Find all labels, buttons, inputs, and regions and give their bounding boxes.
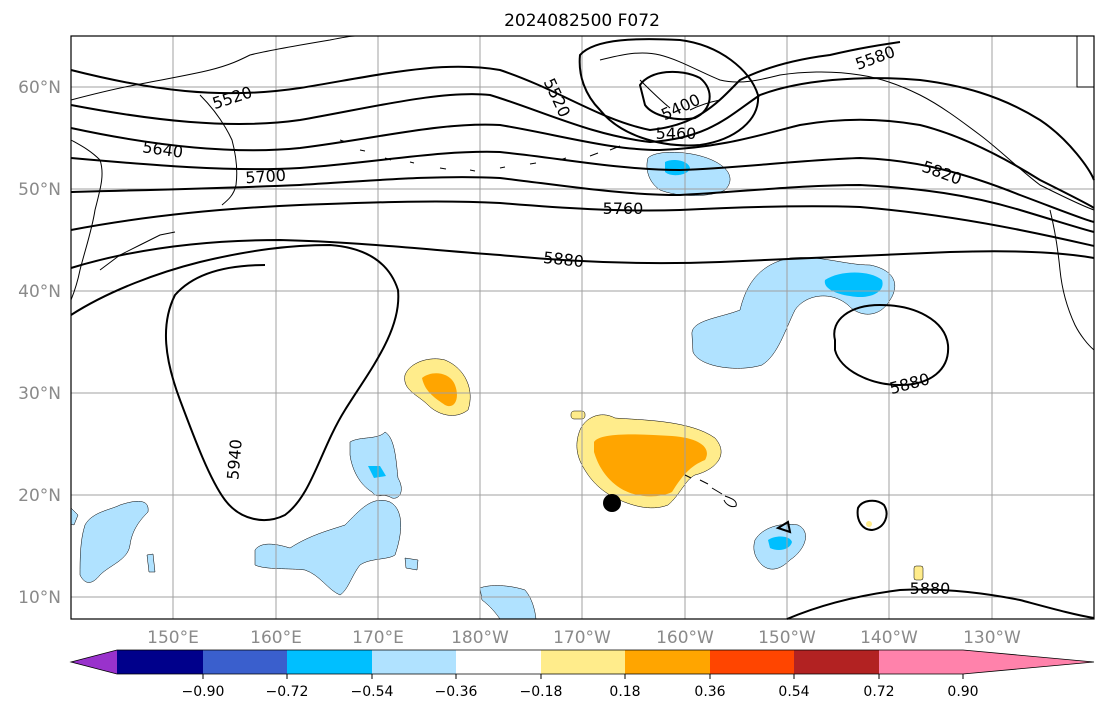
lon-label: 160°E <box>250 628 302 648</box>
colorbar-tick-label: 0.36 <box>694 684 725 700</box>
lat-label: 40°N <box>18 282 61 302</box>
lon-label: 160°W <box>656 628 714 648</box>
lon-label: 150°E <box>147 628 199 648</box>
height-contours <box>70 38 1095 620</box>
lon-label: 130°W <box>963 628 1021 648</box>
map-title: 2024082500 F072 <box>504 11 660 31</box>
colorbar-segment <box>625 650 710 674</box>
colorbar-segment <box>541 650 625 674</box>
lat-label: 10°N <box>18 588 61 608</box>
colorbar-high-extend <box>963 650 1094 674</box>
contour-label: 5940 <box>223 438 245 480</box>
lon-label: 150°W <box>758 628 816 648</box>
lat-label: 30°N <box>18 384 61 404</box>
lat-label: 20°N <box>18 486 61 506</box>
colorbar-segment <box>456 650 541 674</box>
lat-label: 60°N <box>18 78 61 98</box>
colorbar-segment <box>794 650 879 674</box>
lon-label: 180°W <box>451 628 509 648</box>
contour-label: 5700 <box>245 166 287 188</box>
colorbar-segment <box>117 650 203 674</box>
longitude-labels: 150°E 160°E 170°E 180°W 170°W 160°W 150°… <box>147 628 1021 648</box>
colorbar-tick-label: 0.72 <box>863 684 894 700</box>
contour-label: 5760 <box>603 199 644 218</box>
colorbar-low-extend <box>71 650 117 674</box>
colorbar: −0.90 −0.72 −0.54 −0.36 −0.18 0.18 0.36 … <box>69 649 1095 700</box>
anomaly-shading <box>70 151 924 620</box>
colorbar-tick-label: 0.18 <box>609 684 640 700</box>
lon-label: 140°W <box>860 628 918 648</box>
lon-label: 170°W <box>553 628 611 648</box>
colorbar-tick-label: 0.54 <box>778 684 809 700</box>
colorbar-segment <box>372 650 456 674</box>
colorbar-tick-label: −0.18 <box>520 684 563 700</box>
map-panel: 5520 5520 5580 5400 5460 5640 5700 5760 … <box>70 35 1095 620</box>
colorbar-segment <box>203 650 287 674</box>
colorbar-segment <box>287 650 372 674</box>
lon-label: 170°E <box>352 628 404 648</box>
colorbar-tick-label: −0.90 <box>182 684 225 700</box>
contour-label: 5460 <box>656 124 697 143</box>
colorbar-tick-label: −0.72 <box>266 684 309 700</box>
map-frame <box>70 35 1095 620</box>
contour-label: 5880 <box>542 248 584 271</box>
colorbar-ticks <box>202 674 964 679</box>
colorbar-outline <box>69 649 1095 675</box>
colorbar-segment <box>879 650 963 674</box>
colorbar-tick-label: −0.36 <box>435 684 478 700</box>
latitude-labels: 60°N 50°N 40°N 30°N 20°N 10°N <box>18 78 61 608</box>
colorbar-tick-label: 0.90 <box>947 684 978 700</box>
lat-label: 50°N <box>18 180 61 200</box>
marker-dot <box>603 494 621 512</box>
colorbar-tick-label: −0.54 <box>351 684 394 700</box>
contour-label: 5880 <box>910 579 951 598</box>
colorbar-segment <box>710 650 794 674</box>
